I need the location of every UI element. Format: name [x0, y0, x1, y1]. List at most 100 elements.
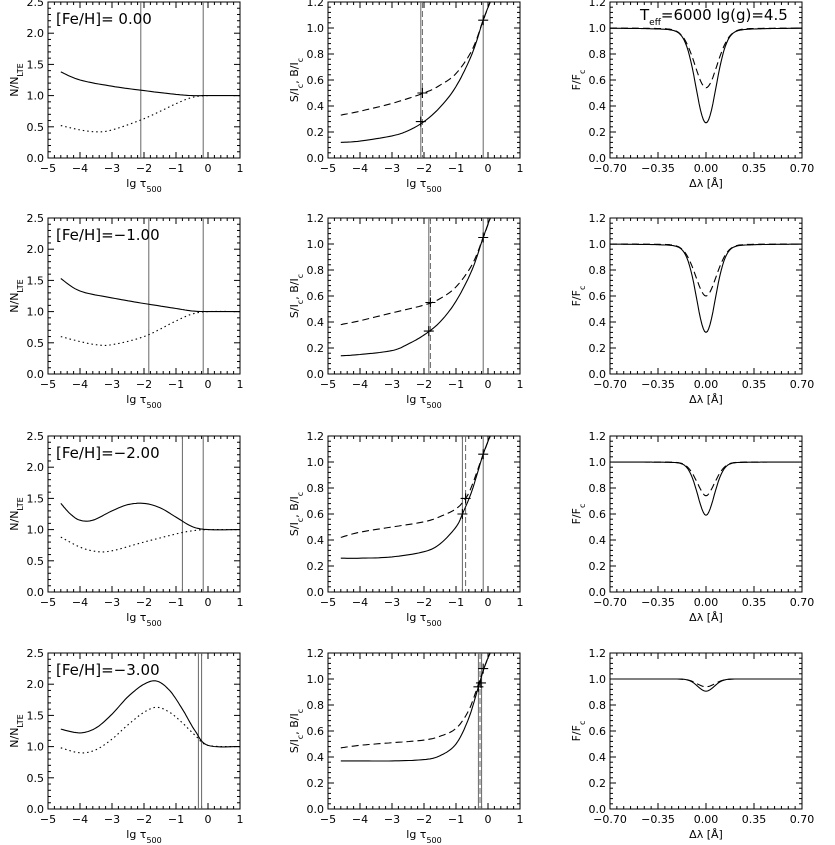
- y-axis-label: F/Fc: [570, 721, 587, 742]
- x-tick-label: −4: [72, 813, 88, 826]
- y-tick-label: 1.0: [589, 673, 607, 686]
- x-tick-label: −4: [72, 162, 88, 175]
- panel-r2c2: −5 −4 −3 −2 −1 0 1 0.0 0.2 0.4 0.6 0.8 1.0 1.2 lg τ500…: [288, 212, 524, 410]
- y-tick-label: 1.2: [589, 212, 607, 225]
- x-axis-label: lg τ500: [126, 177, 161, 194]
- y-tick-label: 0.4: [307, 751, 325, 764]
- x-tick-label: 0.35: [742, 162, 767, 175]
- y-tick-label: 2.5: [27, 0, 45, 9]
- x-tick-label: 0.70: [790, 813, 815, 826]
- y-tick-label: 0.6: [307, 290, 325, 303]
- plot-frame: [327, 217, 521, 375]
- y-tick-label: 2.5: [27, 212, 45, 225]
- x-tick-label: 1: [237, 162, 244, 175]
- y-tick-label: 0.0: [589, 803, 607, 816]
- y-tick-label: 1.0: [589, 456, 607, 469]
- y-axis-label: F/Fc: [570, 504, 587, 525]
- y-tick-label: 0.4: [307, 534, 325, 547]
- x-tick-label: 0: [205, 813, 212, 826]
- x-tick-label: 0.70: [790, 162, 815, 175]
- x-tick-label: −4: [352, 162, 368, 175]
- x-axis-label: Δλ [Å]: [689, 828, 723, 841]
- plot-frame: [327, 652, 521, 810]
- y-tick-label: 1.0: [589, 238, 607, 251]
- panel-r4c2: −5 −4 −3 −2 −1 0 1 0.0 0.2 0.4 0.6 0.8 1.0 1.2 lg τ500…: [288, 647, 524, 845]
- plus-marker: [425, 297, 436, 308]
- y-tick-label: 1.0: [27, 741, 45, 754]
- y-axis-label: S/Ic, B/Ic: [288, 58, 305, 102]
- panel-r1c1: −5 −4 −3 −2 −1 0 1 0.0 0.5 1.0 1.5 2.0 2.5 lg τ500 N/N…: [8, 0, 244, 194]
- plot-area: [60, 2, 240, 158]
- series-line-solid: [610, 243, 802, 334]
- x-tick-label: −2: [416, 813, 432, 826]
- series-line-solid: [340, 218, 491, 357]
- y-tick-label: 0.5: [27, 772, 45, 785]
- plot-frame: [609, 652, 803, 810]
- y-axis-label: S/Ic, B/Ic: [288, 709, 305, 753]
- x-tick-label: 1: [517, 378, 524, 391]
- y-tick-label: 0.8: [307, 264, 325, 277]
- x-tick-label: −2: [136, 813, 152, 826]
- x-tick-label: −0.70: [593, 596, 627, 609]
- plot-area: [340, 436, 491, 592]
- y-tick-label: 1.0: [27, 306, 45, 319]
- x-tick-label: −4: [352, 378, 368, 391]
- x-tick-label: −1: [448, 596, 464, 609]
- series-line-dashed: [610, 678, 802, 688]
- series-line-solid: [60, 71, 240, 97]
- x-tick-label: −0.35: [641, 596, 675, 609]
- y-tick-label: 0.8: [589, 48, 607, 61]
- y-tick-label: 1.2: [589, 430, 607, 443]
- x-tick-label: −4: [352, 596, 368, 609]
- series-line-dotted: [60, 94, 240, 133]
- y-tick-label: 1.5: [27, 274, 45, 287]
- x-tick-label: 0: [205, 596, 212, 609]
- x-tick-label: 0: [205, 378, 212, 391]
- y-tick-label: 0.4: [589, 100, 607, 113]
- y-tick-label: 0.2: [307, 560, 325, 573]
- y-tick-label: 0.4: [589, 316, 607, 329]
- series-line-dashed: [610, 27, 802, 89]
- x-axis-label: Δλ [Å]: [689, 177, 723, 190]
- y-axis-label: N/NLTE: [8, 714, 25, 747]
- x-tick-label: −0.35: [641, 378, 675, 391]
- panel-r1c3: −0.70 −0.35 0.00 0.35 0.70 0.0 0.2 0.4 0.6 0.8 1.0…: [570, 0, 814, 190]
- x-tick-label: −2: [416, 162, 432, 175]
- y-tick-label: 1.2: [307, 430, 325, 443]
- y-tick-label: 0.8: [589, 482, 607, 495]
- y-tick-label: 1.0: [27, 524, 45, 537]
- y-tick-label: 1.0: [307, 238, 325, 251]
- y-axis-label: F/Fc: [570, 70, 587, 91]
- y-tick-label: 0.0: [307, 368, 325, 381]
- y-tick-label: 0.0: [27, 586, 45, 599]
- x-tick-label: −5: [320, 378, 336, 391]
- y-axis-label: N/NLTE: [8, 63, 25, 96]
- x-tick-label: −1: [448, 813, 464, 826]
- x-axis-label: lg τ500: [126, 611, 161, 628]
- series-line-solid: [610, 27, 802, 124]
- plot-area: [610, 27, 802, 124]
- y-tick-label: 0.8: [307, 48, 325, 61]
- y-axis-label: S/Ic, B/Ic: [288, 274, 305, 318]
- x-axis-label: Δλ [Å]: [689, 611, 723, 624]
- x-tick-label: −5: [320, 596, 336, 609]
- y-tick-label: 2.5: [27, 430, 45, 443]
- y-tick-label: 1.0: [27, 90, 45, 103]
- x-tick-label: −2: [136, 162, 152, 175]
- y-tick-label: 2.0: [27, 27, 45, 40]
- x-tick-label: 0.00: [694, 813, 719, 826]
- y-tick-label: 0.2: [307, 126, 325, 139]
- series-line-dashed: [610, 461, 802, 497]
- plot-area: [610, 243, 802, 334]
- y-axis-label: N/NLTE: [8, 279, 25, 312]
- x-tick-label: 0: [485, 162, 492, 175]
- x-tick-label: 1: [237, 596, 244, 609]
- y-tick-label: 0.0: [589, 152, 607, 165]
- panel-r4c3: −0.70 −0.35 0.00 0.35 0.70 0.0 0.2 0.4 0.6 0.8 1.0…: [570, 647, 814, 841]
- x-tick-label: 0.70: [790, 378, 815, 391]
- x-tick-label: −1: [448, 378, 464, 391]
- y-tick-label: 0.0: [27, 152, 45, 165]
- teff-logg-label: Teff=6000 lg(g)=4.5: [639, 6, 788, 28]
- y-tick-label: 0.2: [307, 342, 325, 355]
- metallicity-annotation: [Fe/H]=−1.00: [56, 226, 160, 244]
